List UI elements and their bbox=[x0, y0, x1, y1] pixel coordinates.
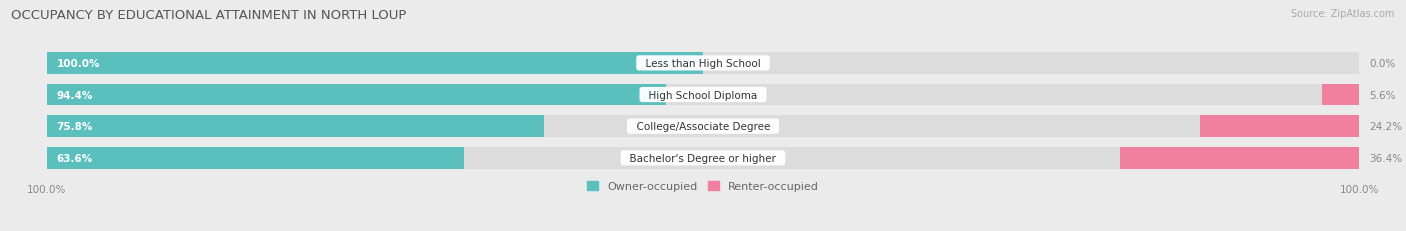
Bar bbox=[46, 53, 1360, 74]
Bar bbox=[46, 116, 1360, 137]
Text: College/Associate Degree: College/Associate Degree bbox=[630, 122, 776, 132]
Text: High School Diploma: High School Diploma bbox=[643, 90, 763, 100]
Bar bbox=[1121, 147, 1360, 169]
Text: OCCUPANCY BY EDUCATIONAL ATTAINMENT IN NORTH LOUP: OCCUPANCY BY EDUCATIONAL ATTAINMENT IN N… bbox=[11, 9, 406, 22]
Text: Less than High School: Less than High School bbox=[638, 59, 768, 69]
Bar bbox=[46, 147, 1360, 169]
Bar bbox=[46, 116, 544, 137]
Bar bbox=[46, 84, 666, 106]
Legend: Owner-occupied, Renter-occupied: Owner-occupied, Renter-occupied bbox=[586, 181, 820, 191]
Text: Bachelor's Degree or higher: Bachelor's Degree or higher bbox=[623, 153, 783, 163]
Text: 63.6%: 63.6% bbox=[56, 153, 93, 163]
Bar bbox=[46, 53, 703, 74]
Text: 100.0%: 100.0% bbox=[56, 59, 100, 69]
Text: 0.0%: 0.0% bbox=[1369, 59, 1395, 69]
Bar bbox=[46, 84, 1360, 106]
Bar bbox=[1323, 84, 1360, 106]
Text: 94.4%: 94.4% bbox=[56, 90, 93, 100]
Text: 24.2%: 24.2% bbox=[1369, 122, 1402, 132]
Bar bbox=[46, 147, 464, 169]
Text: Source: ZipAtlas.com: Source: ZipAtlas.com bbox=[1291, 9, 1395, 19]
Text: 5.6%: 5.6% bbox=[1369, 90, 1396, 100]
Text: 36.4%: 36.4% bbox=[1369, 153, 1402, 163]
Bar bbox=[1201, 116, 1360, 137]
Text: 75.8%: 75.8% bbox=[56, 122, 93, 132]
